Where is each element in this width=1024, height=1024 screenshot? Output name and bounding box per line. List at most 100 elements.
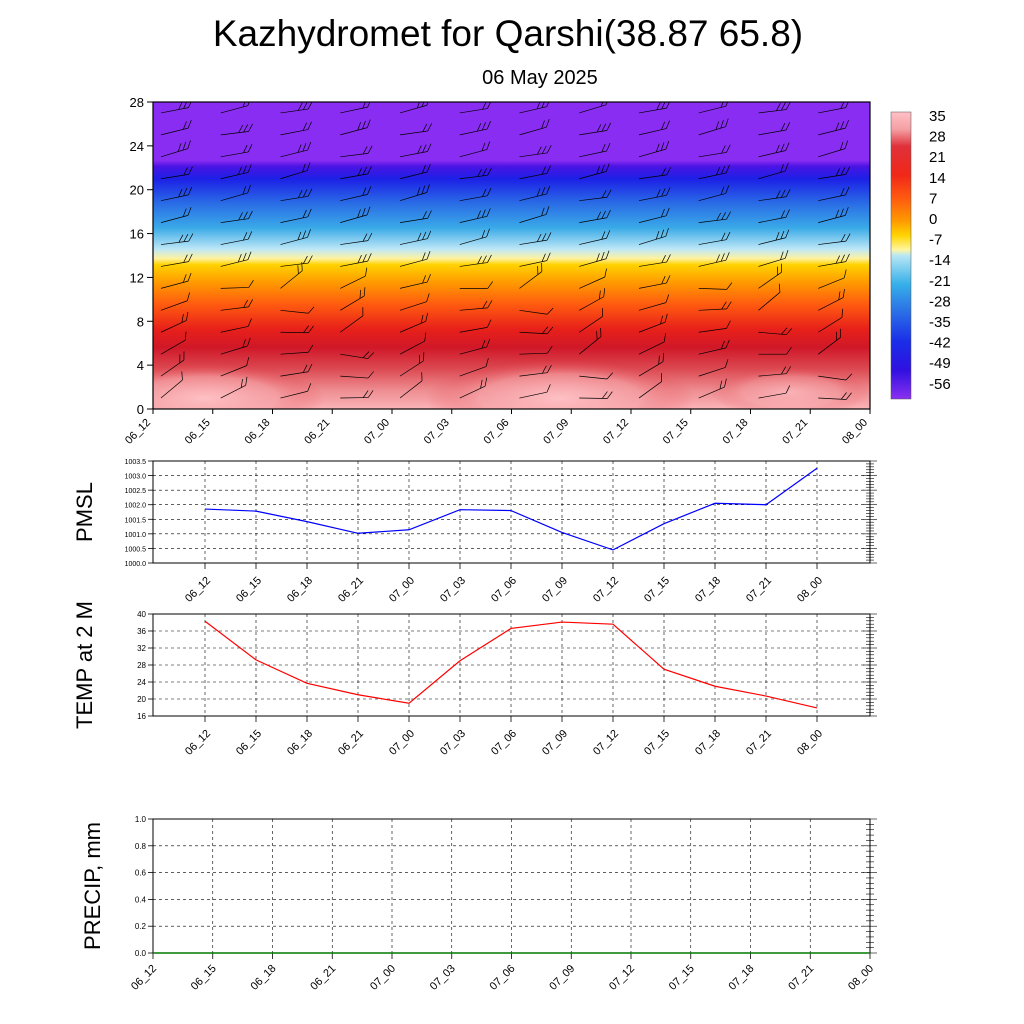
wind-barb: [818, 233, 851, 245]
wind-barb: [280, 255, 313, 267]
wind-barb: [579, 163, 610, 180]
wind-barb: [220, 123, 253, 136]
x-tick-label: 07_06: [488, 963, 518, 993]
x-tick-label: 07_03: [438, 575, 468, 605]
wind-barb: [340, 119, 371, 136]
wind-barb: [220, 376, 248, 399]
x-tick-label: 07_00: [362, 417, 392, 447]
wind-barb: [459, 228, 490, 245]
wind-barb: [160, 233, 194, 245]
wind-barb: [519, 206, 550, 223]
y-tick-label: 40: [137, 610, 146, 619]
colorbar-label: 7: [929, 190, 937, 207]
wind-barb: [280, 229, 311, 245]
x-tick-label: 07_03: [422, 417, 452, 447]
wind-barb: [459, 187, 492, 202]
wind-barb: [579, 372, 614, 380]
x-tick-label: 06_18: [285, 575, 315, 605]
wind-barb: [220, 280, 254, 289]
wind-barb: [399, 123, 433, 136]
wind-barb: [818, 373, 853, 381]
wind-barb: [340, 307, 364, 333]
wind-barb: [758, 229, 790, 245]
colorbar-label: -49: [929, 355, 951, 372]
wind-barb: [340, 351, 375, 359]
y-tick-label: 4: [137, 358, 144, 373]
x-tick-label: 07_15: [642, 728, 672, 758]
wind-barb: [698, 320, 731, 333]
wind-barb: [638, 333, 666, 355]
x-tick-label: 07_06: [482, 417, 512, 447]
wind-barb: [340, 287, 366, 311]
x-tick-label: 06_18: [285, 728, 315, 758]
pmsl-panel: 1000.0 1000.5 1001.0 1001.5 1002.0 1002.5 1003…: [72, 459, 877, 605]
colorbar: [890, 111, 912, 400]
x-tick-label: 07_06: [489, 728, 519, 758]
wind-barb: [758, 283, 781, 311]
x-tick-label: 07_18: [693, 575, 723, 605]
x-tick-label: 06_21: [336, 728, 366, 758]
wind-barb: [519, 185, 551, 202]
wind-barb: [519, 262, 543, 289]
wind-barb: [758, 102, 791, 114]
x-tick-label: 07_09: [547, 963, 577, 993]
pmsl-frame: [152, 460, 871, 564]
x-tick-label: 07_15: [642, 575, 672, 605]
precip-panel: 0.0 0.2 0.4 0.6 0.8 1.0 06_12 06_15 06_18 06_21 07…: [80, 815, 877, 993]
wind-barb: [340, 232, 373, 245]
wind-barb: [758, 346, 792, 355]
y-tick-label: 1003.0: [125, 474, 147, 481]
wind-barb: [220, 164, 252, 180]
wind-barb: [399, 274, 431, 289]
wind-barb: [399, 163, 431, 180]
x-tick-label: 07_09: [541, 417, 571, 447]
x-tick-label: 07_09: [540, 575, 570, 605]
wind-barb: [220, 251, 252, 267]
x-tick-label: 06_21: [302, 417, 332, 447]
x-tick-label: 08_00: [795, 575, 825, 605]
wind-barb: [459, 208, 491, 223]
wind-barb: [399, 251, 431, 267]
wind-barb: [579, 209, 611, 223]
wind-barb: [698, 252, 730, 267]
wind-barb: [340, 206, 371, 223]
x-tick-label: 06_15: [234, 575, 264, 605]
x-tick-label: 07_21: [744, 575, 774, 605]
wind-barb: [280, 102, 313, 114]
x-tick-label: 07_12: [591, 575, 621, 605]
wind-barb: [160, 207, 192, 223]
wind-barb: [758, 209, 790, 223]
y-tick-label: 28: [137, 661, 146, 670]
wind-barb: [758, 162, 789, 180]
wind-barb: [638, 254, 671, 267]
x-tick-label: 06_18: [243, 417, 273, 447]
x-tick-label: 07_15: [661, 417, 691, 447]
warm-region: [425, 358, 695, 409]
wind-barb: [758, 122, 791, 136]
wind-barb: [220, 210, 253, 223]
wind-barb: [459, 358, 489, 377]
wind-barb: [160, 140, 191, 158]
colorbar-label: -35: [929, 314, 951, 331]
wind-barb: [340, 102, 372, 114]
x-tick-label: 06_12: [123, 417, 153, 447]
y-tick-label: 0.4: [135, 895, 147, 904]
colorbar-label: -14: [929, 252, 951, 269]
warm-region: [710, 366, 870, 409]
wind-barb: [160, 351, 185, 377]
wind-barb: [758, 188, 791, 202]
wind-barb: [280, 121, 312, 136]
y-tick-label: 0.0: [135, 949, 147, 958]
wind-barb: [459, 338, 491, 355]
x-tick-label: 07_12: [601, 417, 631, 447]
x-tick-label: 07_12: [607, 963, 637, 993]
wind-barb: [519, 307, 554, 315]
wind-barb: [758, 385, 791, 399]
wind-barb: [579, 230, 611, 245]
wind-barb: [519, 345, 553, 355]
y-tick-label: 1001.5: [125, 517, 147, 524]
wind-barb: [280, 344, 314, 355]
wind-barb: [220, 144, 253, 158]
wind-barb: [220, 299, 253, 311]
wind-barb: [160, 166, 193, 180]
